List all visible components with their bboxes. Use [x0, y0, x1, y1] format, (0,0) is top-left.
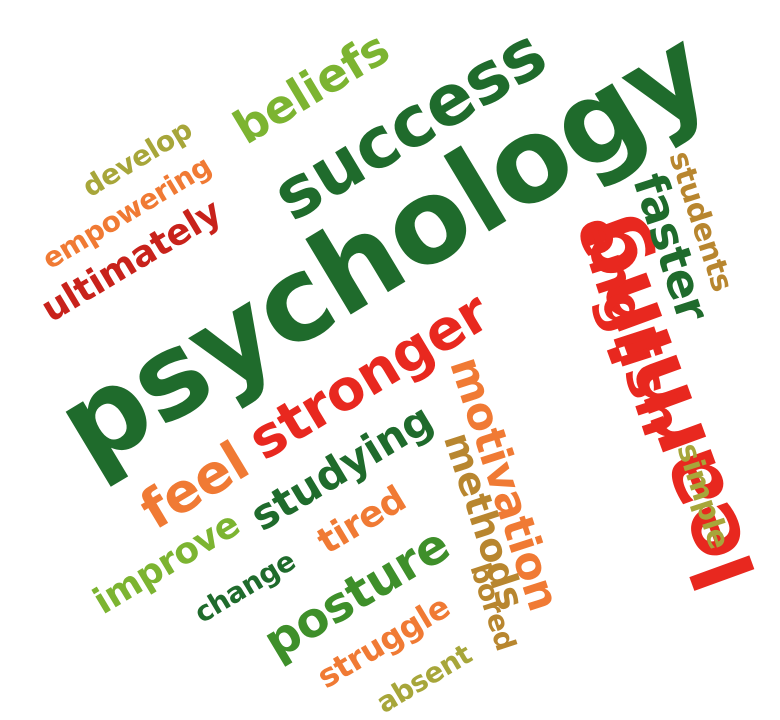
word-cloud: psychology learning success english stro… — [34, 3, 775, 720]
